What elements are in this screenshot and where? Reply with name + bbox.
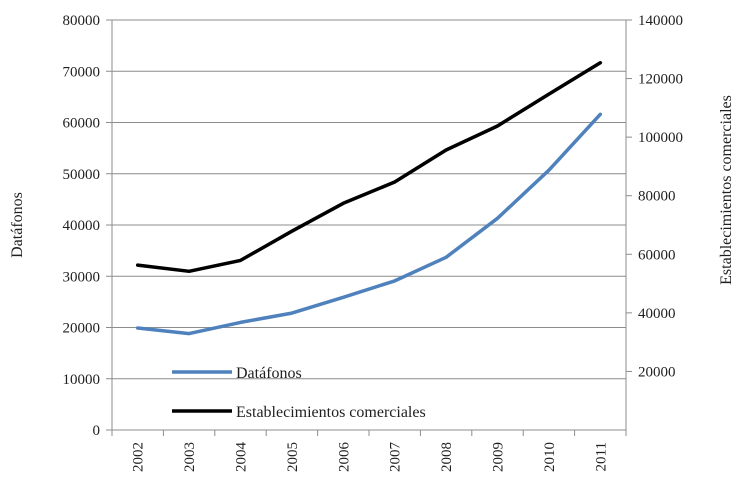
data-point-datafonos <box>188 332 191 335</box>
data-point-establecimientos <box>393 180 396 183</box>
legend-label-datafonos: Datáfonos <box>236 365 302 382</box>
data-point-establecimientos <box>599 61 602 64</box>
data-point-datafonos <box>496 217 499 220</box>
series-lines <box>135 61 603 336</box>
y2-tick-label: 40000 <box>638 306 676 322</box>
y-tick-label: 10000 <box>63 372 101 388</box>
tick-labels: 0 10000 20000 30000 40000 50000 60000 70000 8000… <box>63 13 684 472</box>
y-axis-label: Datáfonos <box>9 192 26 258</box>
data-point-establecimientos <box>445 149 448 152</box>
legend: Datáfonos Establecimientos comerciales <box>172 365 426 421</box>
x-tick-label: 2010 <box>542 442 558 472</box>
data-point-datafonos <box>599 113 602 116</box>
data-point-datafonos <box>547 169 550 172</box>
axes <box>106 19 632 436</box>
x-tick-label: 2002 <box>131 442 147 472</box>
y-tick-label: 50000 <box>63 167 101 183</box>
y-tick-label: 20000 <box>63 321 101 337</box>
gridlines <box>112 19 626 380</box>
y2-tick-label: 120000 <box>638 72 683 88</box>
data-point-establecimientos <box>496 125 499 128</box>
data-point-establecimientos <box>342 202 345 205</box>
x-tick-label: 2006 <box>336 442 352 473</box>
x-tick-label: 2008 <box>439 442 455 472</box>
data-point-datafonos <box>136 327 139 330</box>
x-tick-label: 2007 <box>388 442 404 473</box>
y-tick-label: 40000 <box>63 218 101 234</box>
data-point-datafonos <box>445 256 448 259</box>
data-point-datafonos <box>393 279 396 282</box>
data-point-establecimientos <box>239 259 242 262</box>
data-point-establecimientos <box>136 264 139 267</box>
y2-tick-label: 80000 <box>638 189 676 205</box>
y-tick-label: 30000 <box>63 269 101 285</box>
x-tick-label: 2003 <box>182 442 198 472</box>
legend-label-establecimientos: Establecimientos comerciales <box>236 404 426 421</box>
y2-tick-label: 20000 <box>638 364 676 380</box>
y-tick-label: 80000 <box>63 13 101 29</box>
series-line-datafonos <box>135 112 603 336</box>
y-tick-label: 60000 <box>63 116 101 132</box>
data-point-datafonos <box>290 312 293 315</box>
y2-tick-label: 60000 <box>638 247 676 263</box>
y2-tick-label: 140000 <box>638 13 683 29</box>
data-point-establecimientos <box>290 230 293 233</box>
y-tick-label: 70000 <box>63 64 101 80</box>
data-point-establecimientos <box>188 270 191 273</box>
series-line-establecimientos <box>135 61 603 274</box>
x-tick-label: 2005 <box>285 442 301 472</box>
y2-axis-label: Establecimientos comerciales <box>718 95 735 285</box>
data-point-datafonos <box>239 321 242 324</box>
y-tick-label: 0 <box>93 423 101 439</box>
y2-tick-label: 100000 <box>638 130 683 146</box>
x-tick-label: 2011 <box>593 442 609 471</box>
x-tick-label: 2009 <box>491 442 507 472</box>
data-point-establecimientos <box>547 93 550 96</box>
x-tick-label: 2004 <box>234 442 250 473</box>
data-point-datafonos <box>342 296 345 299</box>
